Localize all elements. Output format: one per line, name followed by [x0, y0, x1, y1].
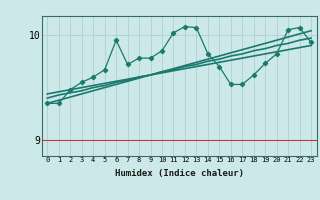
X-axis label: Humidex (Indice chaleur): Humidex (Indice chaleur)	[115, 169, 244, 178]
